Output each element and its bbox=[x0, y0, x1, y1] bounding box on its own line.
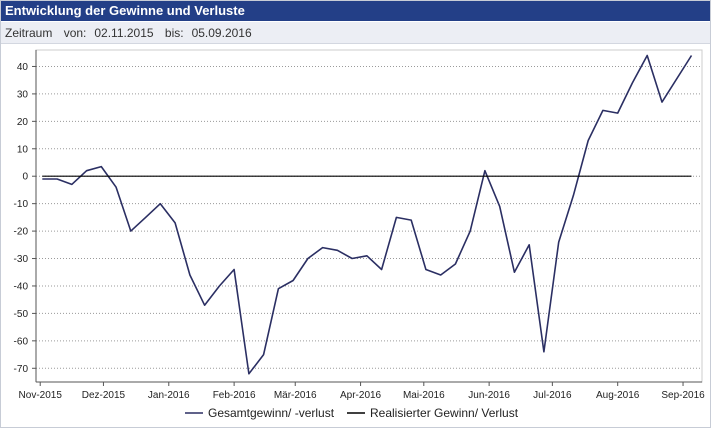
legend-label: Gesamtgewinn/ -verlust bbox=[208, 406, 335, 420]
y-tick-label: 0 bbox=[22, 172, 28, 183]
x-tick-label: Dez-2015 bbox=[82, 390, 126, 401]
x-tick-label: Aug-2016 bbox=[596, 390, 640, 401]
series-line-gesamt bbox=[42, 54, 693, 375]
to-label: bis: bbox=[164, 26, 184, 40]
y-tick-label: -70 bbox=[14, 364, 29, 375]
y-tick-label: 40 bbox=[17, 62, 29, 73]
x-tick-label: Jul-2016 bbox=[533, 390, 572, 401]
x-tick-label: Nov-2015 bbox=[19, 390, 63, 401]
y-tick-label: -10 bbox=[14, 199, 29, 210]
x-tick-label: Jan-2016 bbox=[148, 390, 190, 401]
y-tick-label: -30 bbox=[14, 254, 29, 265]
plot-area bbox=[35, 49, 703, 383]
period-label: Zeitraum bbox=[5, 26, 53, 40]
to-value: 05.09.2016 bbox=[191, 26, 252, 40]
from-label: von: bbox=[63, 26, 87, 40]
y-tick-label: -60 bbox=[14, 336, 29, 347]
x-tick-label: Apr-2016 bbox=[340, 390, 382, 401]
y-tick-label: 20 bbox=[17, 117, 29, 128]
x-tick-label: Jun-2016 bbox=[468, 390, 510, 401]
period-bar: Zeitraum von: 02.11.2015 bis: 05.09.2016 bbox=[1, 22, 710, 44]
y-tick-label: 10 bbox=[17, 144, 29, 155]
legend-item: Gesamtgewinn/ -verlust bbox=[185, 406, 335, 420]
x-tick-label: Sep-2016 bbox=[661, 390, 705, 401]
y-tick-label: -40 bbox=[14, 281, 29, 292]
x-tick-label: Mai-2016 bbox=[403, 390, 445, 401]
profit-loss-chart: 40 30 20 10 0 -10 -20 -30 -40 -50 -60 -70 Nov-2015 De… bbox=[14, 49, 705, 420]
y-tick-label: 30 bbox=[17, 89, 29, 100]
y-tick-label: -20 bbox=[14, 227, 29, 238]
widget-title: Entwicklung der Gewinne und Verluste bbox=[1, 1, 710, 21]
from-value: 02.11.2015 bbox=[94, 26, 154, 40]
legend-item: Realisierter Gewinn/ Verlust bbox=[347, 406, 519, 420]
x-tick-label: Mär-2016 bbox=[274, 390, 317, 401]
y-tick-label: -50 bbox=[14, 309, 29, 320]
legend-label: Realisierter Gewinn/ Verlust bbox=[370, 406, 519, 420]
x-tick-label: Feb-2016 bbox=[213, 390, 256, 401]
